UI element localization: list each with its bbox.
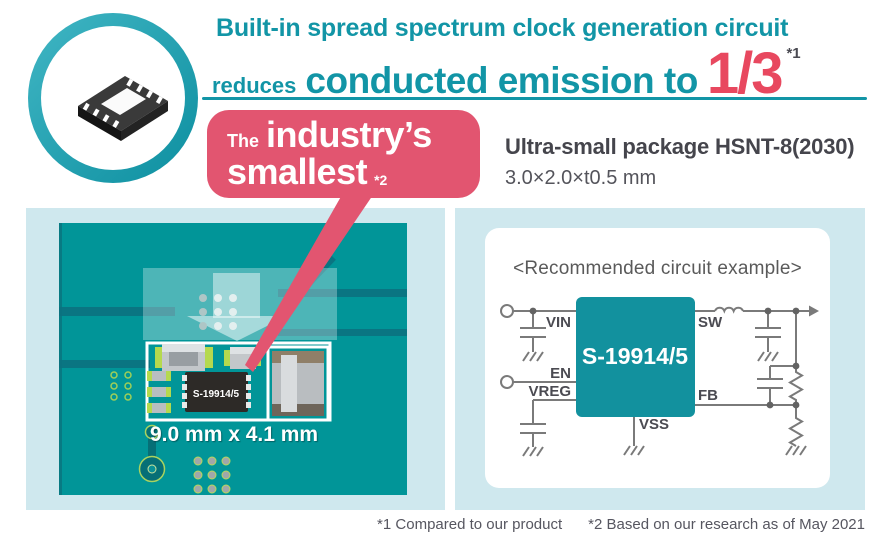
package-dimensions: 3.0×2.0×t0.5 mm xyxy=(505,167,657,189)
circuit-chip-label: S-19914/5 xyxy=(582,343,688,369)
footnote-ref-1: *1 xyxy=(786,45,801,62)
dot-grid xyxy=(193,456,231,494)
pin-label-sw: SW xyxy=(698,314,723,331)
through-hole-pads xyxy=(138,424,166,483)
pin-label-en: EN xyxy=(550,365,571,382)
pcb-photo: S-19914/5 9.0 mm x 4.1 mm xyxy=(59,223,407,495)
via-dots xyxy=(199,294,237,330)
footnote-1: *1 Compared to our product xyxy=(377,516,563,533)
headline-fraction: 1/3 xyxy=(706,41,784,106)
recommended-circuit-card: <Recommended circuit example> xyxy=(485,228,830,488)
footnote-2: *2 Based on our research as of May 2021 xyxy=(588,516,865,533)
package-title: Ultra-small package HSNT-8(2030) xyxy=(505,134,855,159)
inductor-component xyxy=(155,344,213,371)
inductor-symbol xyxy=(714,306,744,314)
circuit-chip-block xyxy=(576,297,695,417)
footnotes: *1 Compared to our product *2 Based on o… xyxy=(377,516,865,533)
circuit-title: <Recommended circuit example> xyxy=(513,258,802,279)
ground-symbols xyxy=(522,351,807,457)
industry-smallest-badge: The industry’s smallest *2 xyxy=(207,110,480,198)
headline-line2: reduces conducted emission to 1/3 *1 xyxy=(212,45,801,103)
package-info: Ultra-small package HSNT-8(2030) 3.0×2.0… xyxy=(505,134,855,190)
resistor-r2 xyxy=(788,405,804,447)
capacitor-component xyxy=(224,347,261,369)
headline-underline xyxy=(202,97,867,100)
board-size-label: 9.0 mm x 4.1 mm xyxy=(150,423,318,446)
badge-prefix: The xyxy=(227,131,260,151)
output-capacitor xyxy=(266,345,330,422)
pin-label-fb: FB xyxy=(698,387,718,404)
resistor-r1 xyxy=(788,366,804,405)
output-arrow-icon xyxy=(809,305,819,317)
pin-label-vss: VSS xyxy=(639,416,669,433)
pin-label-vreg: VREG xyxy=(528,383,571,400)
junction-dots xyxy=(529,307,800,409)
badge-word1: industry’s xyxy=(266,114,432,155)
pin-label-vin: VIN xyxy=(546,314,571,331)
badge-word2: smallest xyxy=(227,151,368,192)
circuit-diagram: S-19914/5 VIN EN VREG SW FB VSS xyxy=(500,297,819,457)
pcb-chip-label: S-19914/5 xyxy=(193,389,240,400)
input-terminal-en xyxy=(500,375,514,389)
small-components xyxy=(147,371,171,413)
chip-circle-badge xyxy=(28,13,198,183)
input-terminal-vin xyxy=(500,304,514,318)
headline-line1: Built-in spread spectrum clock generatio… xyxy=(216,14,789,42)
headline-emission: conducted emission to xyxy=(305,60,698,101)
chip-package-icon xyxy=(78,76,168,141)
pcb-chip: S-19914/5 xyxy=(182,372,251,412)
left-via-dots xyxy=(110,371,132,401)
footnote-ref-2: *2 xyxy=(374,172,388,188)
headline-reduces: reduces xyxy=(212,73,297,98)
component-region-outline xyxy=(145,341,332,422)
